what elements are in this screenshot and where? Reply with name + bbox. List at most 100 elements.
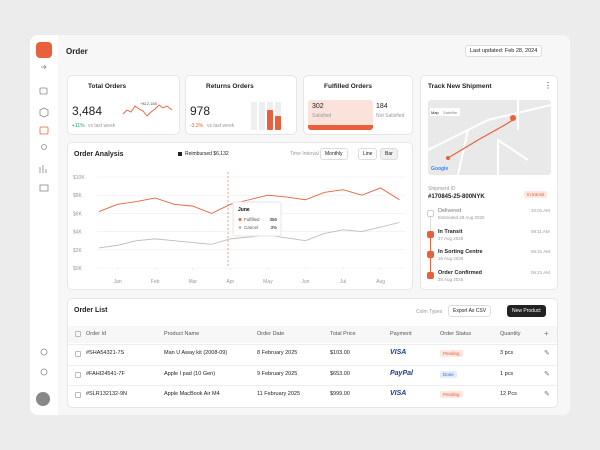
stat-value: 3,484	[72, 104, 103, 118]
mode-line[interactable]: Line	[358, 148, 378, 160]
stat-change: +11%	[72, 123, 85, 129]
stat-value: 302	[312, 103, 324, 110]
step-dot	[427, 251, 434, 258]
stat-card	[67, 75, 180, 135]
shipment-title: Track New Shipment	[428, 83, 492, 90]
row-divider	[68, 344, 557, 345]
tooltip-box	[232, 201, 282, 237]
page-title: Order	[66, 47, 88, 56]
checkbox[interactable]	[75, 392, 81, 398]
cell: 12 Pcs	[500, 391, 517, 397]
cell: Apple MacBook Air M4	[164, 391, 220, 397]
cell: VISA	[390, 390, 407, 397]
cell: #SHA54321-7S	[86, 350, 125, 356]
checkbox[interactable]	[75, 351, 81, 357]
cell: 11 February 2025	[257, 391, 301, 397]
cell: 1 pcs	[500, 370, 514, 377]
map-button[interactable]: Map	[431, 110, 439, 115]
more-button[interactable]: ⋮	[544, 81, 552, 90]
orders-title: Order List	[74, 307, 108, 314]
stat-box-bar	[308, 125, 373, 130]
map-brand: Google	[431, 166, 449, 172]
stat-change: -3.3%	[190, 123, 204, 129]
step-title: Order Confirmed	[438, 269, 483, 276]
x-tick-label: Jun	[301, 279, 309, 285]
edit-button[interactable]: ✎	[544, 391, 550, 398]
x-tick-label: Aug	[376, 279, 385, 285]
column-header: Product Name	[164, 331, 200, 337]
timeline-line	[430, 214, 431, 234]
stat-badge: +$12,188	[140, 101, 157, 106]
stat-title: Fulfilled Orders	[324, 83, 373, 90]
cell: PayPal	[390, 369, 413, 377]
cell: Done	[440, 370, 457, 378]
stat-value: 184	[376, 103, 388, 110]
checkbox[interactable]	[75, 331, 81, 337]
column-header: Total Price	[330, 331, 356, 337]
cell: Pending	[440, 391, 463, 398]
step-time: 08:11 AM	[531, 228, 550, 234]
tooltip-title: June	[238, 207, 250, 213]
step-title: Delivered	[438, 208, 462, 214]
export-button[interactable]: Export As CSV	[448, 305, 492, 317]
x-tick-label: Jan	[114, 279, 122, 285]
cell: 3 pcs	[500, 350, 514, 356]
shipment-id-label: Shipment ID	[428, 186, 456, 192]
logo[interactable]	[36, 42, 52, 58]
stat-note: vs last week	[207, 123, 235, 129]
step-time: 10:01 AM	[531, 208, 551, 213]
column-header: Order Id	[86, 331, 107, 337]
step-date: 25 Aug 2025	[438, 276, 464, 282]
row-divider	[68, 364, 557, 366]
legend-note: Reimbursed $6,132	[185, 151, 229, 157]
row-divider	[68, 385, 557, 386]
cell: #SLR132132-9N	[86, 391, 127, 397]
y-tick-label: $2K	[73, 248, 83, 254]
mode-bar[interactable]: Bar	[380, 148, 398, 160]
line-chart: $0K $2K $4K $6K $8K $10K Jan Feb Mar Apr May Jun Jul…	[73, 172, 405, 285]
edit-button[interactable]: ✎	[544, 350, 550, 357]
cell: 9 February 2025	[257, 370, 298, 377]
y-tick-label: $4K	[73, 230, 83, 236]
step-date: 26 Aug 2025	[438, 256, 464, 261]
edit-button[interactable]: ✎	[544, 370, 550, 378]
step-dot	[427, 271, 434, 279]
cell: VISA	[390, 349, 407, 356]
step-title: In Transit	[438, 228, 463, 235]
shipment-status: In transit	[524, 191, 548, 198]
y-tick-label: $0K	[73, 266, 83, 272]
column-header: Order Date	[257, 331, 285, 337]
cell: Pending	[440, 350, 463, 357]
tooltip-value: 3%	[270, 225, 277, 230]
cell: #FAHI24541-7F	[86, 370, 125, 377]
cell: $103.00	[330, 350, 350, 356]
columns-button[interactable]: Colm Types	[416, 309, 443, 315]
legend-swatch	[178, 152, 182, 156]
map-button[interactable]: Satellite	[443, 110, 458, 115]
step-date: Estimated 28 Aug 2025	[438, 215, 485, 220]
step-dot	[427, 210, 434, 217]
step-date: 27 Aug 2025	[438, 235, 464, 241]
tooltip-name: Fulfilled	[244, 217, 260, 222]
new-product-button[interactable]: New Product	[507, 305, 546, 317]
interval-select[interactable]: Monthly	[320, 148, 348, 160]
stat-title: Total Orders	[88, 83, 127, 90]
stat-title: Returns Orders	[206, 83, 254, 90]
stat-value: 978	[190, 104, 211, 118]
checkbox[interactable]	[75, 371, 81, 378]
x-tick-label: May	[263, 279, 273, 285]
add-column[interactable]: +	[544, 329, 549, 338]
table-header	[68, 326, 557, 343]
tooltip-name: Cancel	[244, 225, 258, 230]
stat-note: vs last week	[88, 123, 116, 129]
last-updated[interactable]: Last updated: Feb 28, 2024	[465, 45, 543, 57]
interval-label: Time Interval	[290, 151, 319, 157]
avatar[interactable]	[36, 392, 50, 406]
x-tick-label: Apr	[226, 279, 234, 285]
x-tick-label: Jul	[340, 279, 346, 285]
column-header: Payment	[390, 331, 412, 337]
step-dot	[427, 230, 434, 238]
tooltip-dot	[238, 218, 242, 221]
cell: 8 February 2025	[257, 350, 298, 356]
y-tick-label: $8K	[73, 193, 83, 199]
